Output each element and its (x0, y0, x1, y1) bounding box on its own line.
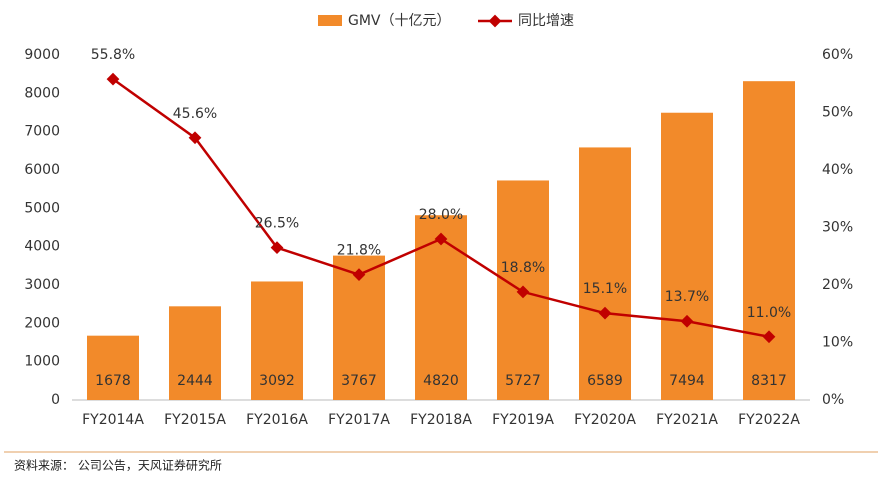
y-tick-label: 0 (51, 392, 60, 408)
bar (251, 281, 303, 400)
x-tick-label: FY2019A (492, 412, 554, 428)
line-value-label: 26.5% (255, 216, 299, 232)
y-tick-label: 1000 (24, 354, 60, 370)
source-note: 资料来源： 公司公告，天风证券研究所 (14, 458, 222, 473)
x-tick-label: FY2016A (246, 412, 308, 428)
bar-value-label: 3767 (341, 373, 377, 389)
bar-value-label: 1678 (95, 373, 131, 389)
y-tick-label: 2000 (24, 315, 60, 331)
y-tick-label: 8000 (24, 85, 60, 101)
legend-label: 同比增速 (518, 13, 574, 29)
bar-value-label: 4820 (423, 373, 459, 389)
y-tick-label: 9000 (24, 47, 60, 63)
bar-value-label: 6589 (587, 373, 623, 389)
y2-tick-label: 60% (822, 47, 853, 63)
bar (661, 112, 713, 400)
bar (579, 147, 631, 400)
y2-tick-label: 50% (822, 105, 853, 121)
bar-value-label: 3092 (259, 373, 295, 389)
legend-swatch (318, 15, 342, 26)
y2-tick-label: 30% (822, 220, 853, 236)
bar-value-label: 2444 (177, 373, 213, 389)
legend-label: GMV（十亿元） (348, 13, 451, 29)
line-value-label: 45.6% (173, 106, 217, 122)
line-marker (270, 241, 284, 254)
x-tick-label: FY2014A (82, 412, 144, 428)
y2-tick-label: 10% (822, 335, 853, 351)
bar (743, 81, 795, 400)
y-tick-label: 3000 (24, 277, 60, 293)
x-tick-label: FY2015A (164, 412, 226, 428)
line-value-label: 15.1% (583, 281, 627, 297)
line-marker (188, 131, 202, 145)
line-value-label: 18.8% (501, 260, 545, 276)
line-value-label: 13.7% (665, 289, 709, 305)
bar-value-label: 8317 (751, 373, 787, 389)
y2-tick-label: 0% (822, 392, 844, 408)
x-tick-label: FY2020A (574, 412, 636, 428)
y2-tick-label: 20% (822, 277, 853, 293)
bar (87, 335, 139, 400)
line-value-label: 21.8% (337, 243, 381, 259)
y-tick-label: 7000 (24, 124, 60, 140)
y2-tick-label: 40% (822, 162, 853, 178)
x-tick-label: FY2022A (738, 412, 800, 428)
legend-marker (488, 14, 502, 28)
line-value-label: 28.0% (419, 207, 463, 223)
line-value-label: 11.0% (747, 305, 791, 321)
bar-value-label: 7494 (669, 373, 705, 389)
x-tick-label: FY2018A (410, 412, 472, 428)
x-tick-label: FY2017A (328, 412, 390, 428)
line-marker (434, 232, 448, 246)
x-tick-label: FY2021A (656, 412, 718, 428)
y-tick-label: 4000 (24, 239, 60, 255)
bar-value-label: 5727 (505, 373, 541, 389)
line-marker (352, 268, 366, 282)
line-value-label: 55.8% (91, 47, 135, 63)
y-tick-label: 6000 (24, 162, 60, 178)
y-tick-label: 5000 (24, 200, 60, 216)
bar (169, 306, 221, 400)
